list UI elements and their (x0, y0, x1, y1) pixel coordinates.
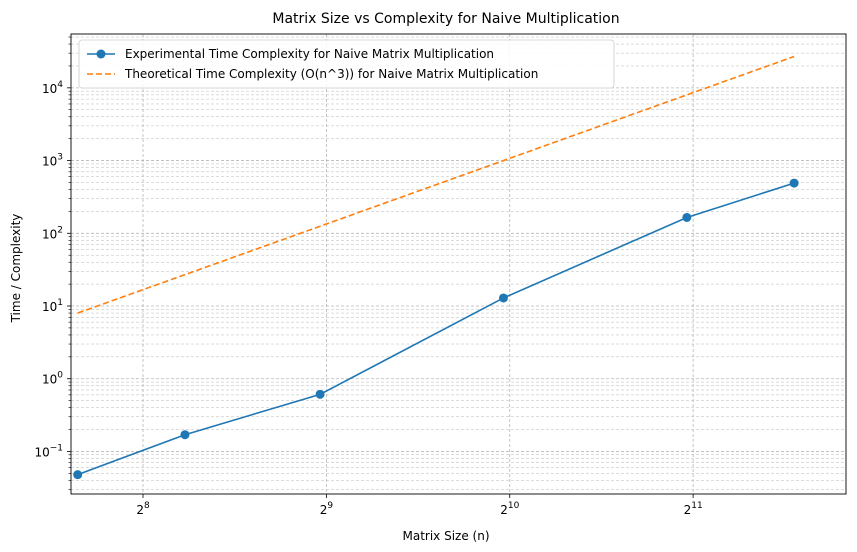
y-tick-label: 102 (42, 225, 63, 241)
axes-frame (70, 33, 847, 495)
data-point (498, 293, 508, 303)
x-axis-label: Matrix Size (n) (402, 529, 489, 543)
legend-box (78, 39, 615, 89)
x-tick-label: 29 (320, 501, 334, 517)
data-point (315, 389, 325, 399)
chart-title: Matrix Size vs Complexity for Naive Mult… (272, 11, 619, 27)
series-2 (77, 55, 795, 314)
legend-label: Theoretical Time Complexity (O(n^3)) for… (124, 67, 538, 81)
y-tick-label: 10−1 (34, 443, 63, 459)
y-tick-label: 100 (42, 371, 63, 387)
x-tick-label: 210 (500, 501, 519, 517)
data-point (73, 470, 83, 480)
data-point (180, 430, 190, 440)
data-point (682, 212, 692, 222)
series-line (77, 182, 795, 476)
data-point (789, 178, 799, 188)
legend-label: Experimental Time Complexity for Naive M… (125, 47, 494, 61)
x-tick-label: 211 (684, 501, 703, 517)
series-line (77, 55, 795, 314)
y-axis-label: Time / Complexity (9, 214, 23, 324)
legend-marker (96, 49, 106, 59)
legend: Experimental Time Complexity for Naive M… (78, 39, 615, 89)
y-tick-label: 101 (42, 298, 63, 314)
y-tick-label: 103 (42, 153, 63, 169)
series-1 (73, 178, 799, 480)
y-tick-label: 104 (42, 80, 63, 96)
x-tick-label: 28 (136, 501, 150, 517)
